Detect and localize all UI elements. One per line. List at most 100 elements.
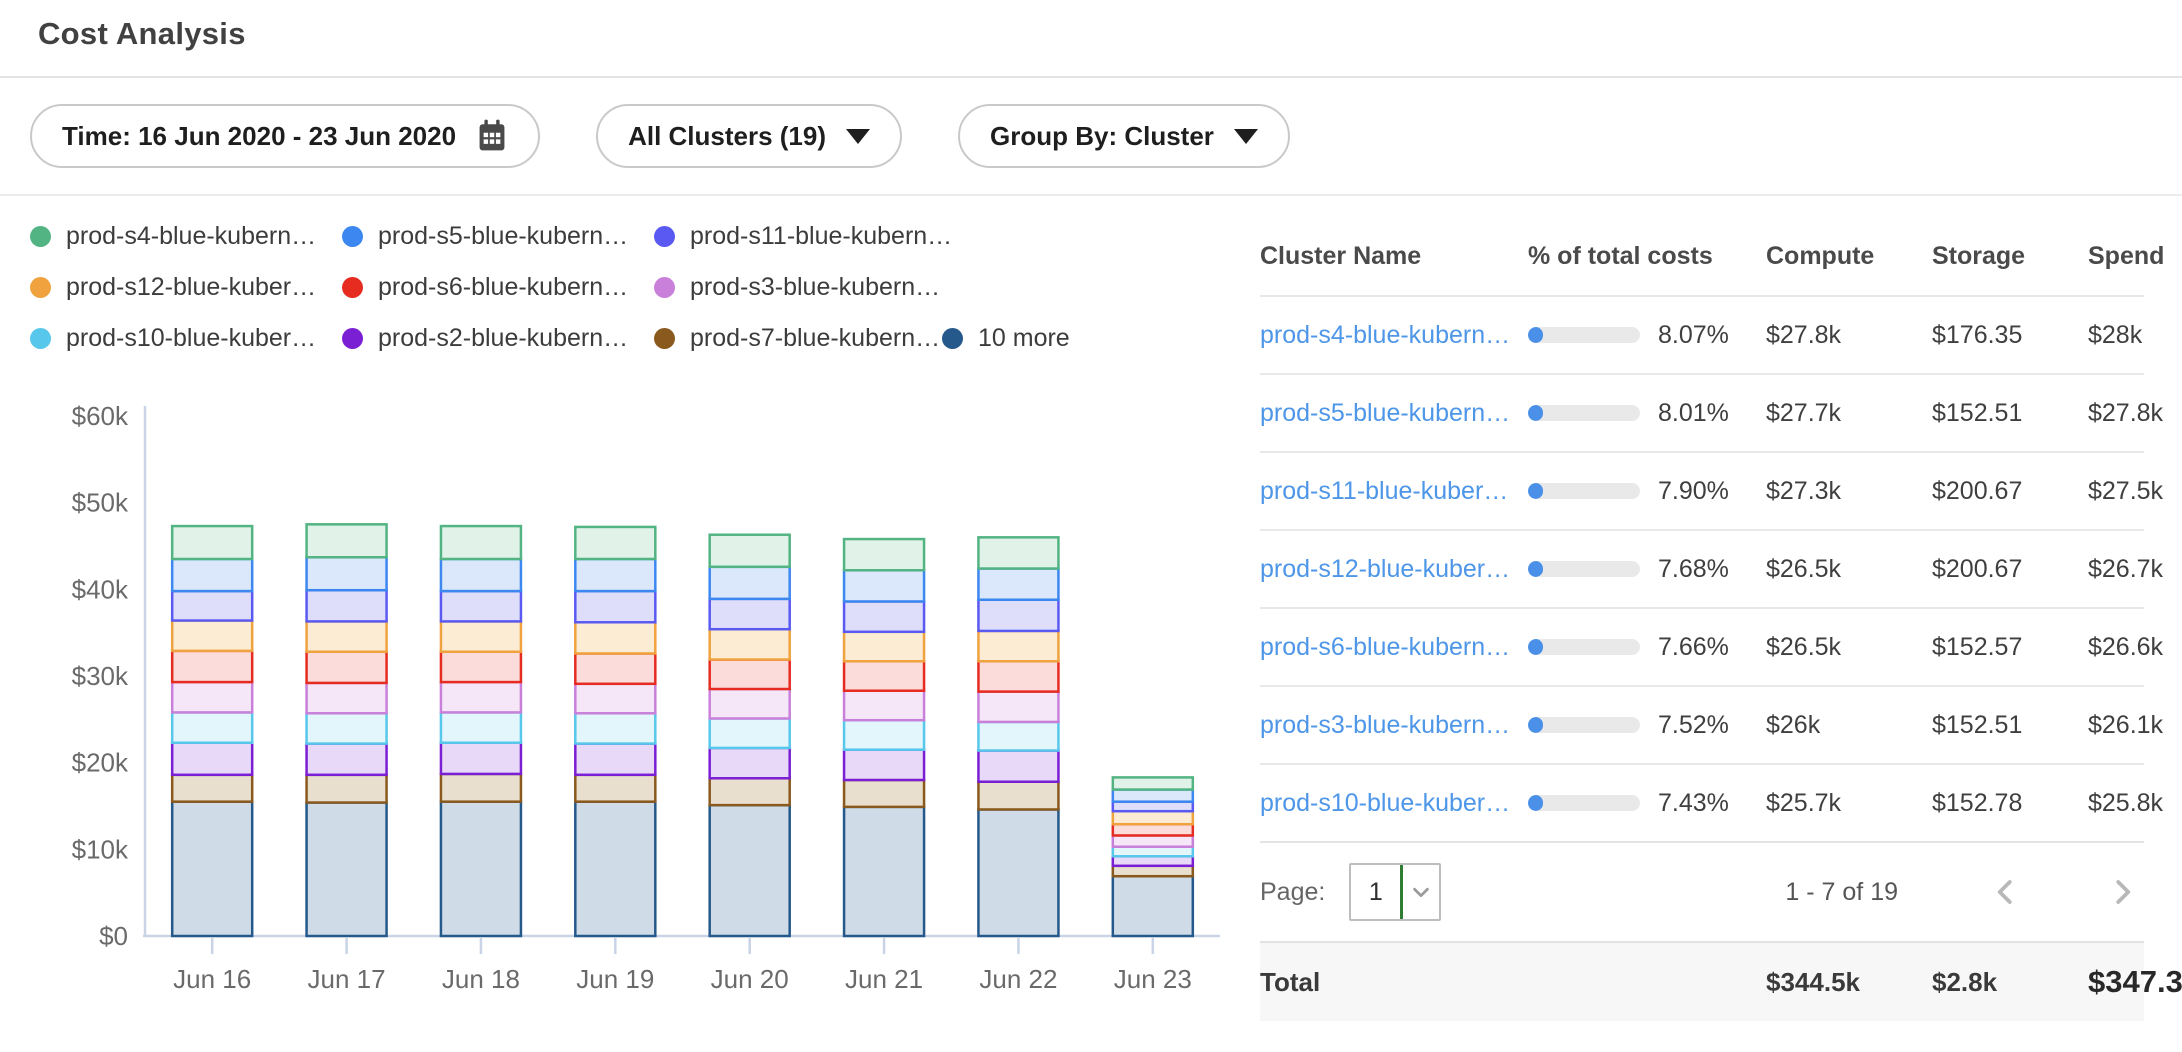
bar-segment[interactable] — [441, 621, 521, 651]
bar-segment[interactable] — [710, 567, 790, 599]
bar-segment[interactable] — [710, 718, 790, 747]
bar-segment[interactable] — [441, 682, 521, 712]
bar-segment[interactable] — [575, 559, 655, 591]
bar-segment[interactable] — [441, 652, 521, 682]
bar-segment[interactable] — [172, 559, 252, 591]
page-select[interactable]: 1 — [1349, 863, 1441, 921]
cluster-link[interactable]: prod-s6-blue-kubern… — [1260, 633, 1524, 661]
group-by-dropdown[interactable]: Group By: Cluster — [958, 104, 1290, 168]
bar-segment[interactable] — [172, 743, 252, 775]
bar-segment[interactable] — [172, 775, 252, 802]
bar-segment[interactable] — [441, 743, 521, 774]
bar-segment[interactable] — [1113, 876, 1193, 936]
bar-segment[interactable] — [172, 651, 252, 682]
bar-segment[interactable] — [1113, 811, 1193, 824]
bar-segment[interactable] — [307, 557, 387, 590]
legend-item[interactable]: 10 more — [942, 324, 1240, 353]
bar-segment[interactable] — [710, 778, 790, 805]
bar-segment[interactable] — [978, 631, 1058, 661]
bar-segment[interactable] — [172, 712, 252, 742]
bar-segment[interactable] — [575, 744, 655, 775]
bar-segment[interactable] — [307, 621, 387, 651]
bar-segment[interactable] — [844, 601, 924, 631]
cluster-link[interactable]: prod-s12-blue-kuber… — [1260, 555, 1524, 583]
bar-segment[interactable] — [710, 599, 790, 629]
bar-segment[interactable] — [1113, 835, 1193, 846]
legend-item[interactable]: prod-s5-blue-kubern… — [342, 222, 654, 251]
bar-segment[interactable] — [844, 720, 924, 749]
bar-segment[interactable] — [1113, 856, 1193, 866]
bar-segment[interactable] — [172, 682, 252, 712]
bar-segment[interactable] — [575, 775, 655, 802]
bar-segment[interactable] — [441, 802, 521, 936]
bar-segment[interactable] — [844, 750, 924, 780]
clusters-filter-dropdown[interactable]: All Clusters (19) — [596, 104, 902, 168]
bar-segment[interactable] — [441, 559, 521, 591]
bar-segment[interactable] — [1113, 824, 1193, 835]
bar-segment[interactable] — [844, 570, 924, 601]
bar-segment[interactable] — [1113, 802, 1193, 812]
bar-segment[interactable] — [978, 722, 1058, 751]
legend-item[interactable]: prod-s12-blue-kuber… — [30, 273, 342, 302]
bar-segment[interactable] — [710, 629, 790, 659]
bar-segment[interactable] — [307, 775, 387, 803]
bar-segment[interactable] — [575, 527, 655, 559]
cluster-link[interactable]: prod-s5-blue-kubern… — [1260, 399, 1524, 427]
cluster-link[interactable]: prod-s11-blue-kuber… — [1260, 477, 1522, 505]
legend-item[interactable]: prod-s10-blue-kuber… — [30, 324, 342, 353]
bar-segment[interactable] — [441, 591, 521, 621]
bar-segment[interactable] — [710, 805, 790, 936]
bar-segment[interactable] — [844, 661, 924, 690]
bar-segment[interactable] — [172, 526, 252, 559]
bar-segment[interactable] — [978, 692, 1058, 722]
prev-page-button[interactable] — [1984, 870, 2028, 914]
bar-segment[interactable] — [441, 774, 521, 802]
bar-segment[interactable] — [1113, 777, 1193, 789]
bar-segment[interactable] — [844, 632, 924, 661]
bar-segment[interactable] — [710, 535, 790, 567]
bar-segment[interactable] — [844, 807, 924, 936]
bar-segment[interactable] — [1113, 847, 1193, 857]
bar-segment[interactable] — [978, 537, 1058, 568]
legend-item[interactable]: prod-s3-blue-kubern… — [654, 273, 1240, 302]
bar-segment[interactable] — [978, 809, 1058, 936]
bar-segment[interactable] — [844, 780, 924, 807]
legend-item[interactable]: prod-s7-blue-kubern… — [654, 324, 942, 353]
bar-segment[interactable] — [844, 691, 924, 720]
bar-segment[interactable] — [978, 751, 1058, 782]
bar-segment[interactable] — [307, 683, 387, 713]
bar-segment[interactable] — [441, 526, 521, 559]
bar-segment[interactable] — [710, 748, 790, 778]
bar-segment[interactable] — [172, 591, 252, 620]
bar-segment[interactable] — [575, 713, 655, 743]
bar-segment[interactable] — [978, 661, 1058, 691]
legend-item[interactable]: prod-s11-blue-kubern… — [654, 222, 1240, 251]
bar-segment[interactable] — [575, 684, 655, 713]
bar-segment[interactable] — [307, 744, 387, 775]
legend-item[interactable]: prod-s6-blue-kubern… — [342, 273, 654, 302]
legend-item[interactable]: prod-s4-blue-kubern… — [30, 222, 342, 251]
bar-segment[interactable] — [710, 660, 790, 689]
bar-segment[interactable] — [172, 621, 252, 651]
bar-segment[interactable] — [307, 803, 387, 936]
bar-segment[interactable] — [844, 539, 924, 570]
next-page-button[interactable] — [2100, 870, 2144, 914]
bar-segment[interactable] — [978, 569, 1058, 600]
cluster-link[interactable]: prod-s3-blue-kubern… — [1260, 711, 1524, 739]
time-range-filter[interactable]: Time: 16 Jun 2020 - 23 Jun 2020 — [30, 104, 540, 168]
bar-segment[interactable] — [575, 622, 655, 653]
bar-segment[interactable] — [307, 524, 387, 557]
bar-segment[interactable] — [978, 600, 1058, 631]
bar-segment[interactable] — [172, 802, 252, 936]
bar-segment[interactable] — [307, 652, 387, 683]
bar-segment[interactable] — [710, 689, 790, 718]
bar-segment[interactable] — [978, 782, 1058, 810]
cluster-link[interactable]: prod-s4-blue-kubern… — [1260, 321, 1524, 349]
bar-segment[interactable] — [441, 712, 521, 742]
bar-segment[interactable] — [1113, 790, 1193, 802]
bar-segment[interactable] — [575, 802, 655, 936]
bar-segment[interactable] — [1113, 866, 1193, 876]
bar-segment[interactable] — [307, 590, 387, 621]
cluster-link[interactable]: prod-s10-blue-kuber… — [1260, 789, 1524, 817]
bar-segment[interactable] — [575, 653, 655, 683]
